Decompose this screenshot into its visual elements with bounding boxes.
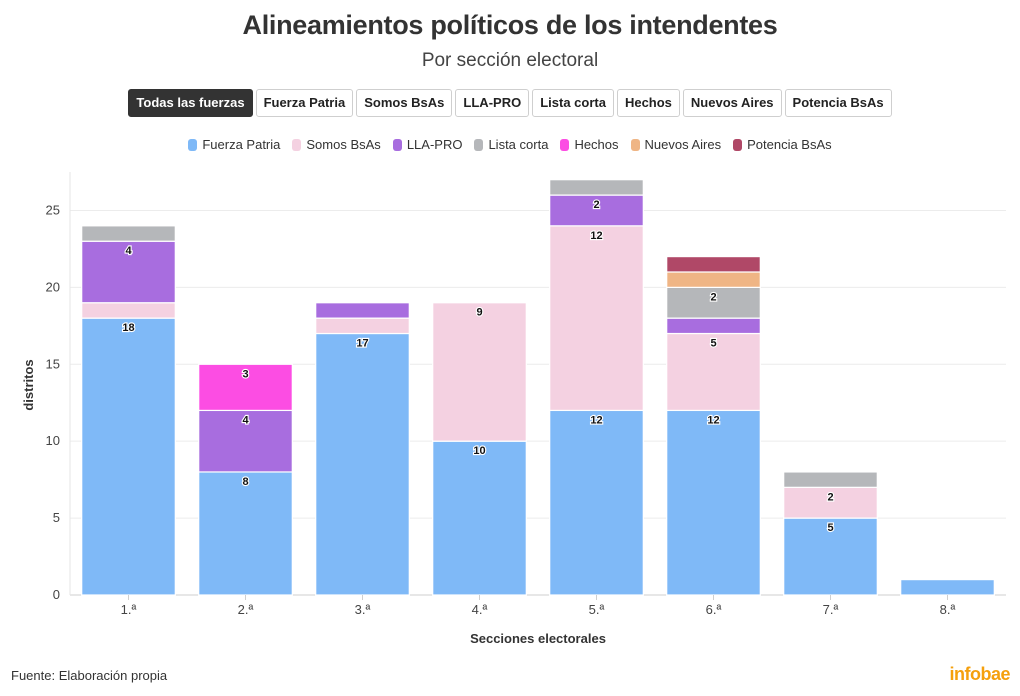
data-label: 2	[710, 291, 716, 303]
y-tick-label: 15	[46, 356, 60, 371]
bar-segment[interactable]	[432, 440, 527, 596]
legend-label: LLA-PRO	[406, 137, 463, 152]
x-tick-label: 8.ª	[940, 602, 956, 617]
brand-logo: infobae	[949, 664, 1010, 684]
legend-swatch	[474, 138, 484, 151]
legend-item-potencia-bsas[interactable]: Potencia BsAs	[733, 137, 832, 152]
data-label: 12	[707, 414, 719, 426]
data-label: 3	[242, 368, 248, 380]
legend-swatch	[560, 138, 570, 151]
bar-segment[interactable]	[666, 271, 761, 288]
tab-todas-las-fuerzas[interactable]: Todas las fuerzas	[128, 89, 253, 117]
legend-item-lista-corta[interactable]: Lista corta	[474, 137, 548, 152]
legend-item-nuevos-aires[interactable]: Nuevos Aires	[630, 137, 722, 152]
x-tick-label: 7.ª	[823, 602, 839, 617]
filter-tabs: Todas las fuerzas Fuerza Patria Somos Bs…	[0, 89, 1020, 117]
y-tick-label: 0	[53, 587, 60, 602]
y-axis-title: distritos	[21, 359, 36, 410]
y-tick-label: 5	[53, 510, 60, 525]
data-label: 12	[590, 230, 602, 242]
x-tick-label: 4.ª	[472, 602, 488, 617]
bar-segment[interactable]	[666, 317, 761, 335]
data-label: 10	[473, 445, 485, 457]
x-axis-title: Secciones electorales	[470, 631, 606, 646]
chart-legend: Fuerza Patria Somos BsAs LLA-PRO Lista c…	[0, 137, 1020, 152]
y-tick-label: 10	[46, 433, 60, 448]
legend-label: Nuevos Aires	[644, 137, 722, 152]
bar-segment[interactable]	[549, 409, 644, 596]
data-label: 12	[590, 414, 602, 426]
data-label: 17	[356, 338, 368, 350]
data-label: 5	[710, 338, 716, 350]
x-tick-label: 5.ª	[589, 602, 605, 617]
bar-segment[interactable]	[81, 302, 176, 319]
bar-segment[interactable]	[549, 225, 644, 412]
legend-item-somos-bsas[interactable]: Somos BsAs	[292, 137, 381, 152]
bar-segment[interactable]	[783, 486, 878, 519]
bar-segment[interactable]	[315, 332, 410, 596]
bar-segment[interactable]	[549, 194, 644, 227]
data-label: 5	[827, 522, 833, 534]
legend-item-fuerza-patria[interactable]: Fuerza Patria	[188, 137, 280, 152]
bar-segment[interactable]	[315, 317, 410, 335]
tab-somos-bsas[interactable]: Somos BsAs	[356, 89, 453, 117]
tab-potencia-bsas[interactable]: Potencia BsAs	[784, 89, 892, 117]
bar-segment[interactable]	[315, 302, 410, 319]
legend-label: Hechos	[574, 137, 619, 152]
bar-segment[interactable]	[900, 579, 995, 596]
legend-label: Fuerza Patria	[202, 137, 281, 152]
chart-subtitle: Por sección electoral	[421, 50, 599, 71]
legend-label: Somos BsAs	[306, 137, 381, 152]
bar-segment[interactable]	[198, 471, 293, 596]
chart-title: Alineamientos políticos de los intendent…	[242, 10, 778, 40]
legend-swatch	[630, 138, 640, 151]
data-label: 4	[125, 245, 132, 257]
source-note: Fuente: Elaboración propia	[11, 668, 168, 683]
bar-segment[interactable]	[198, 363, 293, 412]
x-tick-label: 3.ª	[355, 602, 371, 617]
data-label: 4	[242, 414, 249, 426]
legend-item-hechos[interactable]: Hechos	[560, 137, 619, 152]
data-label: 8	[242, 476, 248, 488]
tab-hechos[interactable]: Hechos	[616, 89, 680, 117]
tab-nuevos-aires[interactable]: Nuevos Aires	[682, 89, 782, 117]
x-tick-label: 6.ª	[706, 602, 722, 617]
bar-segment[interactable]	[81, 225, 176, 242]
legend-item-lla-pro[interactable]: LLA-PRO	[392, 137, 463, 152]
bar-segment[interactable]	[81, 317, 176, 596]
tab-fuerza-patria[interactable]: Fuerza Patria	[255, 89, 354, 117]
legend-label: Lista corta	[488, 137, 549, 152]
bar-segment[interactable]	[666, 409, 761, 596]
data-label: 2	[827, 491, 833, 503]
x-tick-label: 1.ª	[121, 602, 137, 617]
legend-swatch	[188, 138, 198, 151]
tab-lista-corta[interactable]: Lista corta	[532, 89, 614, 117]
bar-segment[interactable]	[666, 256, 761, 273]
y-tick-label: 25	[46, 202, 60, 217]
bar-segment[interactable]	[81, 240, 176, 304]
legend-swatch	[392, 138, 402, 151]
y-tick-label: 20	[46, 279, 60, 294]
bar-segment[interactable]	[432, 302, 527, 442]
legend-swatch	[733, 138, 743, 151]
legend-label: Potencia BsAs	[747, 137, 832, 152]
bar-segment[interactable]	[198, 409, 293, 473]
data-label: 18	[122, 322, 134, 334]
bar-segment[interactable]	[783, 471, 878, 488]
legend-swatch	[292, 138, 302, 151]
bar-segment[interactable]	[666, 332, 761, 412]
x-tick-label: 2.ª	[238, 602, 254, 617]
bar-segment[interactable]	[549, 179, 644, 196]
tab-lla-pro[interactable]: LLA-PRO	[455, 89, 530, 117]
data-label: 2	[593, 199, 599, 211]
data-label: 9	[476, 307, 482, 319]
